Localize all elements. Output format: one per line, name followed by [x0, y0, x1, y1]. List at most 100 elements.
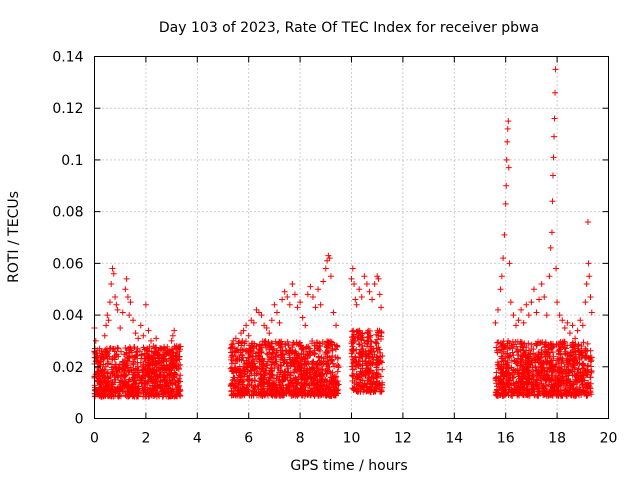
data-point	[117, 383, 124, 390]
data-point	[506, 260, 513, 267]
data-point	[237, 330, 244, 337]
data-point	[525, 347, 532, 354]
data-point	[364, 364, 371, 371]
data-point	[99, 353, 106, 360]
data-point	[176, 348, 183, 355]
data-point	[492, 319, 499, 326]
data-point	[516, 384, 523, 391]
data-point	[549, 172, 556, 179]
data-point	[324, 257, 331, 264]
data-point	[161, 373, 168, 380]
data-point	[334, 368, 341, 375]
data-point	[500, 387, 507, 394]
data-point	[374, 380, 381, 387]
data-point	[560, 359, 567, 366]
data-point	[146, 357, 153, 364]
data-point	[152, 357, 159, 364]
data-point	[533, 382, 540, 389]
data-point	[132, 354, 139, 361]
data-point	[577, 388, 584, 395]
data-point	[136, 387, 143, 394]
data-point	[317, 386, 324, 393]
data-point	[555, 378, 562, 385]
data-point	[577, 317, 584, 324]
data-point	[282, 371, 289, 378]
data-point	[546, 273, 553, 280]
data-point	[168, 363, 175, 370]
data-point	[126, 391, 133, 398]
data-point	[330, 309, 337, 316]
data-point	[287, 362, 294, 369]
data-point	[116, 393, 123, 400]
data-point	[124, 364, 131, 371]
data-point	[521, 369, 528, 376]
data-point	[301, 365, 308, 372]
data-point	[160, 353, 167, 360]
data-point	[319, 382, 326, 389]
data-point	[103, 351, 110, 358]
data-point	[349, 377, 356, 384]
data-point	[506, 354, 513, 361]
data-point	[365, 333, 372, 340]
data-point	[547, 244, 554, 251]
data-point	[242, 348, 249, 355]
data-point	[584, 340, 591, 347]
data-point	[276, 379, 283, 386]
data-point	[525, 376, 532, 383]
data-point	[513, 348, 520, 355]
data-point	[297, 371, 304, 378]
data-point	[253, 306, 260, 313]
data-point	[176, 382, 183, 389]
data-point	[557, 375, 564, 382]
data-point	[374, 273, 381, 280]
data-point	[508, 364, 515, 371]
data-point	[293, 385, 300, 392]
data-point	[359, 384, 366, 391]
data-point	[375, 358, 382, 365]
data-point	[176, 356, 183, 363]
data-point	[375, 275, 382, 282]
data-point	[299, 392, 306, 399]
data-point	[177, 372, 184, 379]
data-point	[94, 391, 101, 398]
data-point	[161, 364, 168, 371]
data-point	[504, 381, 511, 388]
data-point	[106, 383, 113, 390]
x-tick-label: 10	[343, 431, 361, 447]
data-point	[530, 350, 537, 357]
data-point	[506, 372, 513, 379]
data-point	[279, 392, 286, 399]
data-point	[279, 373, 286, 380]
data-point	[512, 322, 519, 329]
data-point	[561, 325, 568, 331]
data-point	[248, 359, 255, 366]
data-point	[500, 348, 507, 355]
data-point	[240, 385, 247, 392]
data-point	[274, 347, 281, 354]
data-point	[131, 377, 138, 384]
data-point	[579, 372, 586, 379]
data-point	[175, 391, 182, 398]
data-point	[350, 347, 357, 354]
data-point	[362, 352, 369, 359]
data-point	[561, 338, 568, 345]
data-point	[140, 344, 147, 351]
data-point	[364, 338, 371, 345]
data-point	[312, 304, 319, 311]
data-point	[500, 373, 507, 380]
data-point	[519, 366, 526, 373]
data-point	[153, 335, 160, 342]
data-point	[109, 356, 116, 363]
data-point	[287, 347, 294, 354]
data-point	[135, 335, 142, 342]
data-point	[364, 386, 371, 393]
data-point	[310, 375, 317, 382]
data-point	[309, 293, 316, 300]
data-point	[292, 348, 299, 355]
data-point	[168, 361, 175, 368]
data-point	[359, 365, 366, 372]
data-point	[228, 354, 235, 361]
data-point	[161, 377, 168, 384]
data-point	[575, 342, 582, 349]
